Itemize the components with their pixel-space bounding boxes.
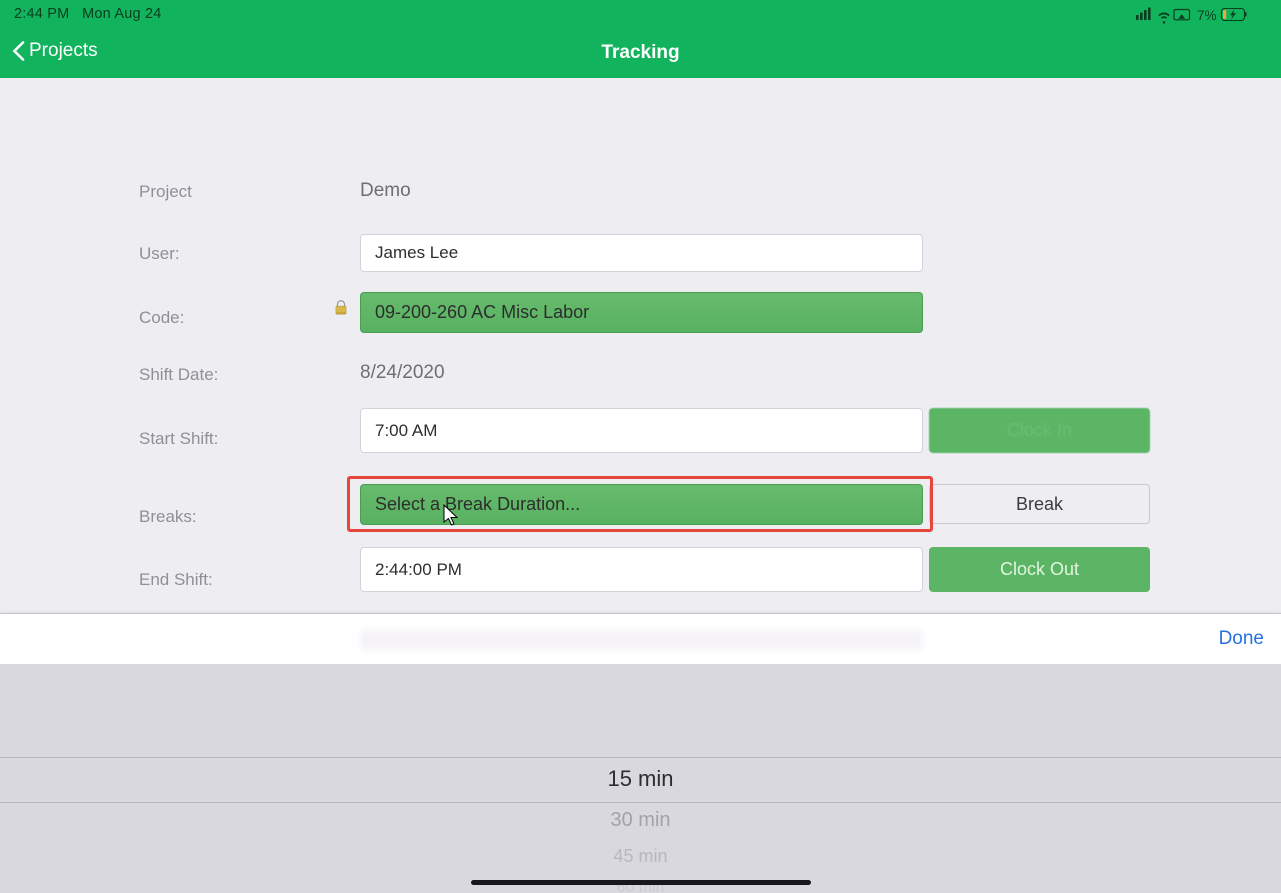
svg-text:7%: 7% (1197, 8, 1217, 23)
